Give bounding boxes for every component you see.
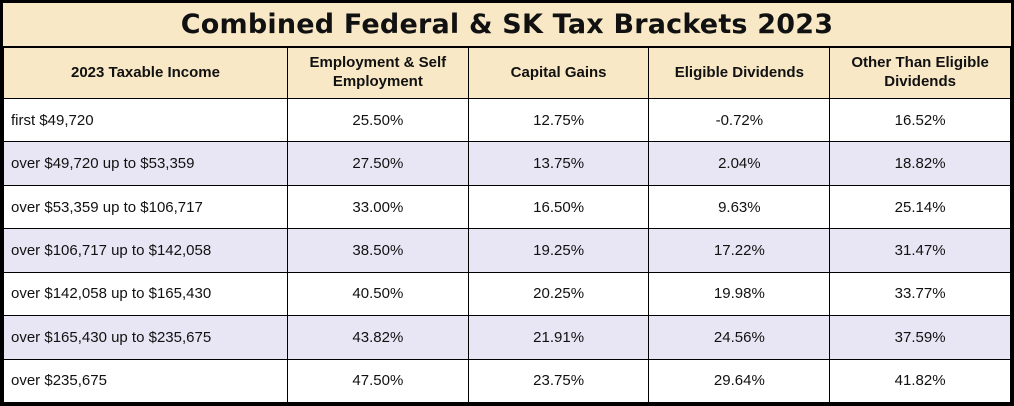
cell-employment-rate: 40.50% [286, 271, 469, 317]
cell-other-dividends-rate: 16.52% [829, 97, 1011, 143]
cell-income: over $106,717 up to $142,058 [3, 228, 288, 273]
column-header-employment: Employment & Self Employment [286, 47, 469, 99]
cell-eligible-dividends-rate: 17.22% [648, 228, 831, 273]
cell-eligible-dividends-rate: -0.72% [648, 97, 831, 143]
cell-other-dividends-rate: 33.77% [829, 271, 1011, 317]
cell-other-dividends-rate: 37.59% [829, 315, 1011, 360]
cell-capital-gains-rate: 19.25% [467, 228, 650, 273]
cell-other-dividends-rate: 25.14% [829, 184, 1011, 230]
column-header-taxable-income: 2023 Taxable Income [3, 47, 288, 99]
table-row: over $49,720 up to $53,359 27.50% 13.75%… [3, 141, 1011, 186]
cell-employment-rate: 43.82% [286, 315, 469, 360]
cell-employment-rate: 38.50% [286, 228, 469, 273]
cell-income: over $165,430 up to $235,675 [3, 315, 288, 360]
cell-income: first $49,720 [3, 97, 288, 143]
cell-capital-gains-rate: 13.75% [467, 141, 650, 186]
table-row: over $53,359 up to $106,717 33.00% 16.50… [3, 184, 1011, 230]
table-row: over $142,058 up to $165,430 40.50% 20.2… [3, 271, 1011, 317]
cell-income: over $49,720 up to $53,359 [3, 141, 288, 186]
cell-eligible-dividends-rate: 2.04% [648, 141, 831, 186]
cell-eligible-dividends-rate: 9.63% [648, 184, 831, 230]
cell-employment-rate: 47.50% [286, 358, 469, 404]
cell-income: over $53,359 up to $106,717 [3, 184, 288, 230]
cell-capital-gains-rate: 16.50% [467, 184, 650, 230]
table-row: over $165,430 up to $235,675 43.82% 21.9… [3, 315, 1011, 360]
cell-eligible-dividends-rate: 19.98% [648, 271, 831, 317]
cell-other-dividends-rate: 18.82% [829, 141, 1011, 186]
cell-income: over $235,675 [3, 358, 288, 404]
cell-capital-gains-rate: 23.75% [467, 358, 650, 404]
cell-capital-gains-rate: 21.91% [467, 315, 650, 360]
cell-capital-gains-rate: 20.25% [467, 271, 650, 317]
cell-eligible-dividends-rate: 29.64% [648, 358, 831, 404]
cell-other-dividends-rate: 31.47% [829, 228, 1011, 273]
cell-other-dividends-rate: 41.82% [829, 358, 1011, 404]
page-title: Combined Federal & SK Tax Brackets 2023 [3, 3, 1011, 47]
header-row: 2023 Taxable Income Employment & Self Em… [3, 47, 1011, 99]
cell-capital-gains-rate: 12.75% [467, 97, 650, 143]
table-row: first $49,720 25.50% 12.75% -0.72% 16.52… [3, 97, 1011, 143]
table-row: over $235,675 47.50% 23.75% 29.64% 41.82… [3, 358, 1011, 404]
column-header-eligible-dividends: Eligible Dividends [648, 47, 831, 99]
column-header-other-dividends: Other Than Eligible Dividends [829, 47, 1011, 99]
cell-employment-rate: 27.50% [286, 141, 469, 186]
cell-employment-rate: 33.00% [286, 184, 469, 230]
table-row: over $106,717 up to $142,058 38.50% 19.2… [3, 228, 1011, 273]
cell-eligible-dividends-rate: 24.56% [648, 315, 831, 360]
cell-employment-rate: 25.50% [286, 97, 469, 143]
column-header-capital-gains: Capital Gains [467, 47, 650, 99]
tax-brackets-table: 2023 Taxable Income Employment & Self Em… [3, 47, 1011, 404]
cell-income: over $142,058 up to $165,430 [3, 271, 288, 317]
